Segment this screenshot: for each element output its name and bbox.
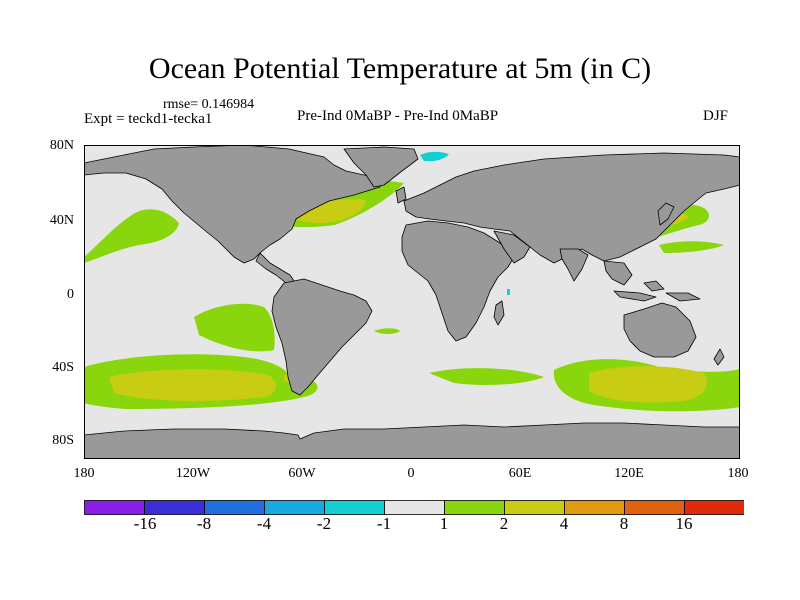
colorbar bbox=[84, 500, 744, 515]
colorbar-label-4: 4 bbox=[559, 514, 569, 533]
land-southeast-asia bbox=[603, 260, 633, 286]
land-layer bbox=[84, 145, 740, 459]
colorbar-label-2: 2 bbox=[499, 514, 509, 533]
lon-tick-120e: 120E bbox=[614, 466, 644, 481]
land-south-america bbox=[271, 278, 373, 396]
anomaly-cyan-layer bbox=[420, 151, 510, 295]
colorbar-swatch-2 bbox=[204, 500, 265, 515]
anomaly-southern-indian-core bbox=[589, 366, 708, 403]
anomaly-north-pacific bbox=[84, 209, 179, 263]
colorbar-label-neg1: -1 bbox=[376, 514, 392, 533]
anomaly-north-pacific-east bbox=[659, 241, 724, 253]
anomaly-south-pacific bbox=[194, 303, 275, 352]
lon-tick-60w: 60W bbox=[288, 466, 316, 481]
land-japan bbox=[657, 202, 675, 226]
colorbar-swatch-6 bbox=[444, 500, 505, 515]
lat-tick-80s: 80S bbox=[52, 433, 74, 448]
colorbar-swatch-4 bbox=[324, 500, 385, 515]
season-label: DJF bbox=[703, 108, 729, 124]
land-madagascar bbox=[493, 300, 505, 326]
colorbar-swatch-0 bbox=[84, 500, 145, 515]
land-north-america bbox=[84, 145, 385, 264]
figure-title: Ocean Potential Temperature at 5m (in C) bbox=[148, 52, 652, 85]
anomaly-greenland-sea bbox=[420, 151, 449, 162]
lon-tick-180w: 180 bbox=[73, 466, 95, 481]
land-antarctica bbox=[84, 422, 740, 459]
lat-tick-80n: 80N bbox=[49, 138, 74, 153]
map-frame bbox=[84, 145, 740, 459]
anomaly-south-indian bbox=[429, 368, 544, 385]
colorbar-swatch-9 bbox=[624, 500, 685, 515]
land-new-zealand bbox=[713, 348, 725, 366]
land-new-guinea bbox=[665, 292, 701, 302]
land-arabia bbox=[493, 230, 531, 264]
colorbar-label-neg8: -8 bbox=[196, 514, 212, 533]
anomaly-southern-pacific-core bbox=[109, 369, 276, 402]
land-eurasia bbox=[403, 152, 740, 264]
colorbar-label-8: 8 bbox=[619, 514, 629, 533]
land-indonesia-2 bbox=[643, 280, 665, 292]
comparison-label: Pre-Ind 0MaBP - Pre-Ind 0MaBP bbox=[297, 108, 499, 124]
experiment-label: Expt = teckd1-tecka1 bbox=[84, 111, 213, 127]
land-africa bbox=[401, 220, 515, 342]
land-greenland bbox=[343, 146, 419, 188]
colorbar-swatch-1 bbox=[144, 500, 205, 515]
anomaly-indian-spot bbox=[507, 289, 510, 295]
colorbar-swatch-3 bbox=[264, 500, 325, 515]
lat-tick-40n: 40N bbox=[49, 213, 74, 228]
colorbar-label-neg16: -16 bbox=[133, 514, 157, 533]
anomaly-gulf-stream-core bbox=[289, 199, 366, 224]
lon-tick-60e: 60E bbox=[508, 466, 532, 481]
colorbar-label-neg2: -2 bbox=[316, 514, 332, 533]
colorbar-swatch-5 bbox=[384, 500, 445, 515]
colorbar-label-1: 1 bbox=[439, 514, 449, 533]
colorbar-label-neg4: -4 bbox=[256, 514, 272, 533]
rmse-label: rmse= 0.146984 bbox=[163, 97, 255, 112]
land-uk bbox=[395, 186, 407, 204]
lon-tick-0: 0 bbox=[407, 466, 415, 481]
colorbar-swatch-8 bbox=[564, 500, 625, 515]
land-india bbox=[559, 248, 589, 282]
lon-tick-120w: 120W bbox=[175, 466, 211, 481]
anomaly-south-atlantic-band bbox=[374, 328, 400, 334]
colorbar-label-16: 16 bbox=[675, 514, 693, 533]
lat-tick-40s: 40S bbox=[52, 360, 74, 375]
lon-tick-180e: 180 bbox=[727, 466, 749, 481]
lat-tick-0: 0 bbox=[67, 287, 74, 302]
colorbar-swatch-7 bbox=[504, 500, 565, 515]
map-plot bbox=[84, 145, 740, 459]
colorbar-swatch-10 bbox=[684, 500, 744, 515]
land-australia bbox=[623, 302, 697, 358]
land-indonesia-1 bbox=[613, 290, 657, 302]
